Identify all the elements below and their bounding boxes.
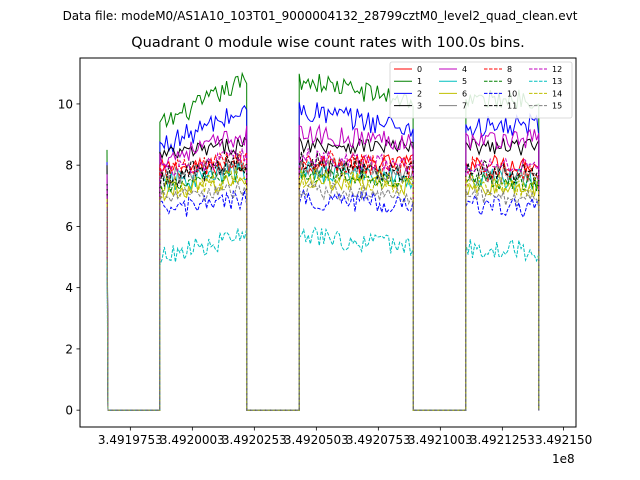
legend-label-11: 11 bbox=[507, 102, 517, 111]
y-tick-label: 6 bbox=[65, 220, 73, 234]
series-line-12 bbox=[106, 148, 540, 411]
x-offset-label: 1e8 bbox=[552, 452, 575, 466]
y-tick-label: 4 bbox=[65, 281, 73, 295]
axes-layer: 02468103.49197533.49200033.49202533.4920… bbox=[58, 97, 593, 447]
series-layer bbox=[106, 71, 540, 411]
series-line-7 bbox=[106, 156, 540, 411]
x-tick-label: 3.4920253 bbox=[222, 433, 287, 447]
legend-label-12: 12 bbox=[552, 65, 562, 74]
legend-label-14: 14 bbox=[552, 89, 562, 98]
series-line-1 bbox=[106, 71, 540, 411]
y-tick-label: 8 bbox=[65, 159, 73, 173]
legend-label-3: 3 bbox=[417, 102, 422, 111]
legend-frame bbox=[389, 61, 573, 119]
legend-label-15: 15 bbox=[552, 102, 562, 111]
series-line-6 bbox=[106, 171, 540, 411]
series-line-0 bbox=[106, 153, 540, 411]
x-tick-label: 3.4920503 bbox=[284, 433, 349, 447]
series-line-5 bbox=[106, 159, 540, 411]
series-line-11 bbox=[106, 151, 540, 411]
legend-label-7: 7 bbox=[462, 102, 467, 111]
legend-label-13: 13 bbox=[552, 77, 562, 86]
x-tick-label: 3.4919753 bbox=[98, 433, 163, 447]
y-tick-label: 10 bbox=[58, 97, 73, 111]
legend-label-5: 5 bbox=[462, 77, 467, 86]
y-tick-label: 0 bbox=[65, 404, 73, 418]
series-line-15 bbox=[106, 180, 540, 411]
chart-title: Quadrant 0 module wise count rates with … bbox=[131, 35, 525, 51]
series-line-9 bbox=[106, 165, 540, 411]
series-line-13 bbox=[106, 226, 540, 411]
series-line-10 bbox=[106, 189, 540, 411]
x-tick-label: 3.4921003 bbox=[408, 433, 473, 447]
plot-frame bbox=[79, 57, 577, 428]
x-tick-label: 3.4920003 bbox=[160, 433, 225, 447]
figure-suptitle: Data file: modeM0/AS1A10_103T01_90000041… bbox=[62, 9, 578, 23]
series-line-3 bbox=[106, 136, 540, 411]
series-line-14 bbox=[106, 167, 540, 411]
y-tick-label: 2 bbox=[65, 342, 73, 356]
series-line-2 bbox=[106, 102, 540, 411]
x-tick-label: 3.4920753 bbox=[346, 433, 411, 447]
legend-label-9: 9 bbox=[507, 77, 512, 86]
x-tick-label: 3.492150 bbox=[535, 433, 592, 447]
x-tick-label: 3.4921253 bbox=[470, 433, 535, 447]
legend-label-6: 6 bbox=[462, 89, 467, 98]
legend-label-4: 4 bbox=[462, 65, 467, 74]
series-line-4 bbox=[106, 123, 540, 411]
legend-label-8: 8 bbox=[507, 65, 512, 74]
legend-label-2: 2 bbox=[417, 89, 422, 98]
legend-label-10: 10 bbox=[507, 89, 517, 98]
legend-label-1: 1 bbox=[417, 77, 422, 86]
legend-label-0: 0 bbox=[417, 65, 422, 74]
